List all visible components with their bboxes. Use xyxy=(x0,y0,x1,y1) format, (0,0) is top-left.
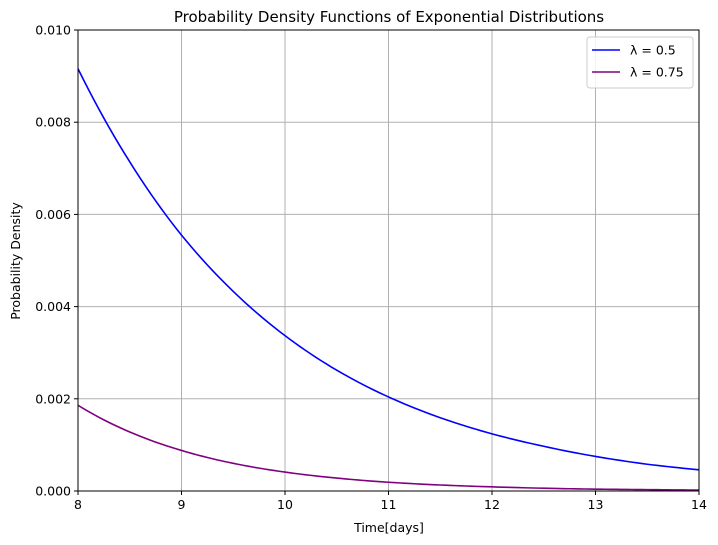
grid xyxy=(77,29,700,492)
x-tick-label: 10 xyxy=(277,497,293,512)
x-tick-label: 12 xyxy=(484,497,500,512)
y-tick-label: 0.010 xyxy=(35,23,71,38)
x-tick-label: 13 xyxy=(588,497,604,512)
x-tick-label: 8 xyxy=(74,497,82,512)
x-tick-label: 9 xyxy=(178,497,186,512)
y-tick-label: 0.008 xyxy=(35,115,71,130)
y-tick-label: 0.004 xyxy=(35,299,71,314)
legend-label-0: λ = 0.5 xyxy=(630,43,676,58)
series-lines xyxy=(77,68,700,491)
x-axis: 8 9 10 11 12 13 14 xyxy=(74,491,707,512)
series-line-0 xyxy=(77,68,700,471)
series-line-1 xyxy=(77,404,700,491)
y-axis: 0.000 0.002 0.004 0.006 0.008 0.010 xyxy=(35,23,78,499)
chart-title: Probability Density Functions of Exponen… xyxy=(174,8,604,26)
legend: λ = 0.5 λ = 0.75 xyxy=(586,36,694,89)
x-axis-label: Time[days] xyxy=(353,520,424,535)
y-tick-label: 0.002 xyxy=(35,391,71,406)
y-tick-label: 0.000 xyxy=(35,484,71,499)
x-tick-label: 11 xyxy=(381,497,397,512)
y-tick-label: 0.006 xyxy=(35,207,71,222)
x-tick-label: 14 xyxy=(691,497,707,512)
legend-label-1: λ = 0.75 xyxy=(630,65,684,80)
y-axis-label: Probability Density xyxy=(8,202,23,320)
